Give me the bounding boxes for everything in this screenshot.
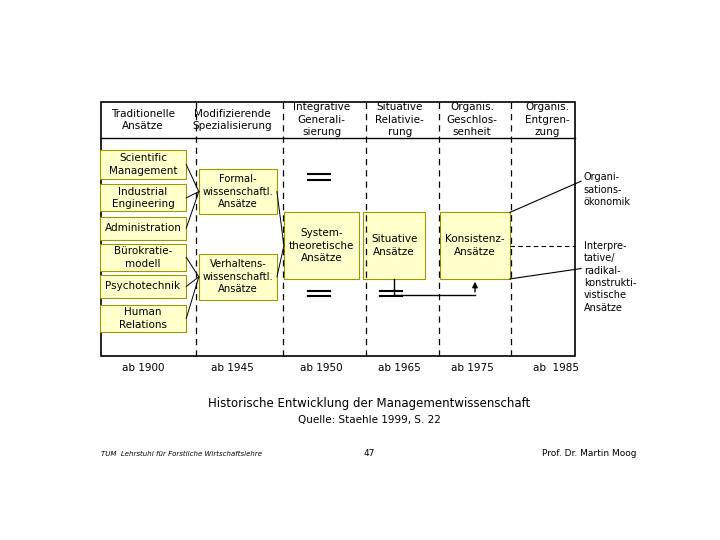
Text: Prof. Dr. Martin Moog: Prof. Dr. Martin Moog <box>542 449 637 458</box>
Bar <box>100 150 186 179</box>
Bar <box>364 212 425 279</box>
Text: Formal-
wissenschaftl.
Ansätze: Formal- wissenschaftl. Ansätze <box>202 174 274 209</box>
Text: Traditionelle
Ansätze: Traditionelle Ansätze <box>111 109 175 131</box>
Text: Organi-
sations-
ökonomik: Organi- sations- ökonomik <box>584 172 631 207</box>
Text: 47: 47 <box>364 449 374 458</box>
Text: ab 1900: ab 1900 <box>122 363 164 373</box>
Text: Verhaltens-
wissenschaftl.
Ansätze: Verhaltens- wissenschaftl. Ansätze <box>202 259 274 294</box>
Text: Human
Relations: Human Relations <box>119 307 167 329</box>
Text: Psychotechnik: Psychotechnik <box>105 281 181 292</box>
Text: Administration: Administration <box>104 223 181 233</box>
Text: Konsistenz-
Ansätze: Konsistenz- Ansätze <box>445 234 505 257</box>
Text: System-
theoretische
Ansätze: System- theoretische Ansätze <box>289 228 354 263</box>
Bar <box>100 184 186 211</box>
Text: Organis.
Entgren-
zung: Organis. Entgren- zung <box>525 103 570 137</box>
Text: ab 1950: ab 1950 <box>300 363 343 373</box>
Bar <box>100 305 186 332</box>
Text: Historische Entwicklung der Managementwissenschaft: Historische Entwicklung der Managementwi… <box>208 397 530 410</box>
Text: ab  1985: ab 1985 <box>533 363 579 373</box>
Bar <box>284 212 359 279</box>
Text: Modifizierende
Spezialisierung: Modifizierende Spezialisierung <box>192 109 272 131</box>
Text: Quelle: Staehle 1999, S. 22: Quelle: Staehle 1999, S. 22 <box>297 415 441 426</box>
Text: ab 1965: ab 1965 <box>378 363 421 373</box>
Text: Situative
Relativie-
rung: Situative Relativie- rung <box>375 103 424 137</box>
Bar <box>440 212 510 279</box>
Bar <box>100 244 186 271</box>
Text: Bürokratie-
modell: Bürokratie- modell <box>114 246 172 268</box>
Text: Integrative
Generali-
sierung: Integrative Generali- sierung <box>293 103 350 137</box>
Text: ab 1975: ab 1975 <box>451 363 494 373</box>
Bar <box>199 254 277 300</box>
Text: ab 1945: ab 1945 <box>211 363 253 373</box>
Text: Situative
Ansätze: Situative Ansätze <box>371 234 418 257</box>
Bar <box>100 275 186 298</box>
Bar <box>100 217 186 240</box>
Text: TUM  Lehrstuhl für Forstliche Wirtschaftslehre: TUM Lehrstuhl für Forstliche Wirtschafts… <box>101 450 262 457</box>
Text: Interpre-
tative/
radikal-
konstrukti-
vistische
Ansätze: Interpre- tative/ radikal- konstrukti- v… <box>584 241 636 313</box>
Text: Industrial
Engineering: Industrial Engineering <box>112 187 174 209</box>
Text: Organis.
Geschlos-
senheit: Organis. Geschlos- senheit <box>446 103 498 137</box>
Bar <box>101 102 575 356</box>
Text: Scientific
Management: Scientific Management <box>109 153 177 176</box>
Bar <box>199 169 277 214</box>
